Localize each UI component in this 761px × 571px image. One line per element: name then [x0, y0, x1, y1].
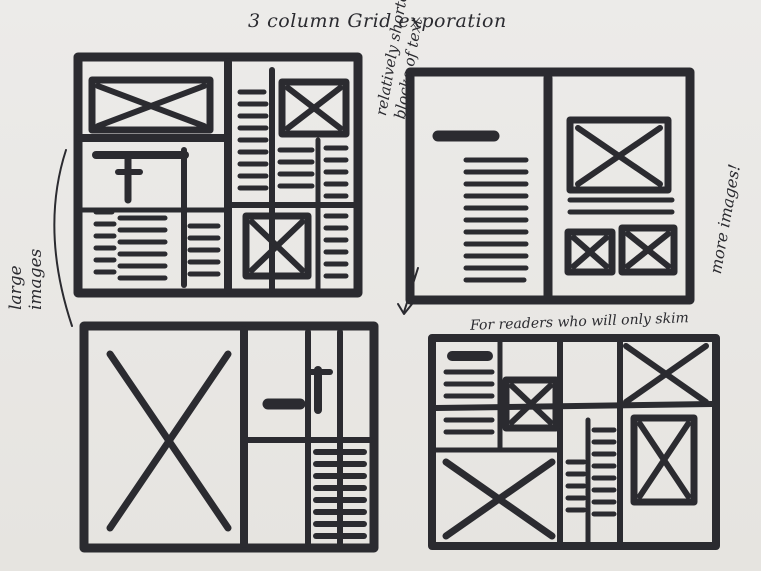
annotation-line: large [6, 265, 26, 310]
image-placeholder [564, 228, 616, 276]
annotation-line: images [26, 248, 46, 310]
page-title: 3 column Grid exporation [248, 10, 507, 32]
bracket-large-images [53, 149, 73, 327]
sketch-bottom-left [79, 321, 379, 553]
sketch-top-left [73, 52, 363, 298]
image-placeholder [278, 78, 350, 138]
image-placeholder [566, 116, 672, 194]
arrow-shorter-text [403, 267, 419, 313]
image-placeholder [630, 414, 698, 506]
sketch-bottom-right [428, 334, 720, 550]
sketch-top-right [405, 67, 695, 305]
image-placeholder [242, 212, 312, 280]
image-placeholder [502, 376, 560, 432]
annotation-large-images: large images [6, 249, 46, 310]
image-placeholder [88, 76, 214, 134]
image-placeholder [618, 224, 678, 276]
